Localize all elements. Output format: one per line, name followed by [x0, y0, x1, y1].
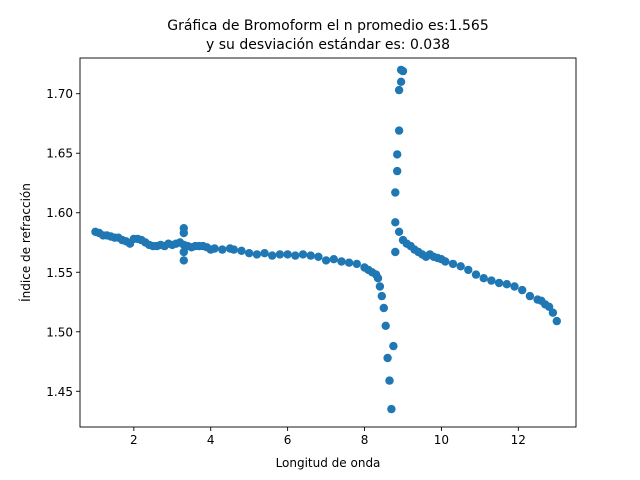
data-point: [441, 257, 450, 266]
y-tick-label: 1.50: [46, 325, 73, 339]
data-point: [471, 270, 481, 279]
data-point: [179, 228, 188, 238]
data-point: [229, 245, 238, 254]
data-point: [306, 251, 315, 260]
data-point: [391, 247, 400, 257]
data-point: [373, 274, 383, 283]
data-point: [210, 244, 219, 253]
data-point: [218, 245, 227, 254]
y-tick-label: 1.45: [46, 385, 73, 399]
data-point: [383, 353, 392, 363]
data-point: [283, 250, 292, 259]
data-point: [291, 251, 300, 260]
data-point: [275, 250, 285, 259]
x-tick-label: 6: [284, 433, 292, 447]
x-tick-label: 10: [434, 433, 449, 447]
axes-frame: [79, 57, 577, 428]
data-point: [393, 166, 402, 176]
data-point: [381, 321, 390, 330]
data-point: [487, 276, 496, 285]
x-tick-label: 12: [511, 433, 526, 447]
data-point: [391, 188, 400, 197]
data-point: [379, 303, 388, 313]
y-tick-label: 1.60: [46, 206, 73, 220]
data-point: [377, 291, 386, 301]
data-point: [391, 218, 400, 227]
data-point: [494, 278, 504, 288]
data-point: [314, 252, 323, 261]
data-point: [375, 282, 385, 291]
data-point: [245, 249, 254, 258]
data-point: [237, 246, 246, 255]
data-point: [396, 65, 406, 75]
x-axis-label: Longitud de onda: [276, 456, 381, 470]
data-point: [352, 259, 361, 269]
data-point: [344, 258, 354, 267]
y-tick-label: 1.70: [46, 87, 73, 101]
data-point: [548, 308, 558, 317]
x-tick-label: 8: [361, 433, 369, 447]
data-point: [518, 285, 527, 295]
data-point: [448, 259, 458, 269]
data-point: [389, 341, 398, 351]
data-point: [525, 291, 535, 301]
x-axis-ticks: 2 4 6 8 10 12: [130, 427, 526, 447]
data-point: [393, 150, 402, 159]
data-point: [394, 227, 404, 236]
data-point: [387, 404, 396, 414]
data-point: [464, 265, 473, 275]
chart-title-line1: Gráfica de Bromoform el n promedio es:1.…: [167, 18, 489, 34]
y-axis-ticks: 1.45 1.50 1.55 1.60 1.65 1.70: [46, 87, 80, 399]
data-point: [298, 250, 308, 259]
data-point: [268, 251, 277, 260]
data-point: [396, 77, 406, 87]
chart-title-line2: y su desviación estándar es: 0.038: [206, 37, 450, 53]
data-point: [394, 85, 404, 95]
data-point: [510, 282, 519, 291]
x-tick-label: 4: [207, 433, 215, 447]
data-point: [552, 316, 561, 326]
y-tick-label: 1.65: [46, 147, 73, 161]
data-point: [479, 274, 488, 283]
data-point: [260, 249, 269, 258]
data-point: [456, 262, 465, 271]
data-point: [385, 376, 394, 385]
y-tick-label: 1.55: [46, 266, 73, 280]
data-point: [179, 247, 188, 257]
y-axis-label: Índice de refracción: [18, 183, 33, 302]
plot-area: [91, 65, 561, 414]
data-point: [394, 126, 404, 135]
data-point: [321, 256, 331, 265]
x-tick-label: 2: [130, 433, 138, 447]
data-point: [252, 250, 262, 259]
data-point: [337, 257, 346, 266]
data-point: [329, 255, 338, 264]
data-point: [502, 280, 511, 289]
data-point: [179, 256, 188, 265]
